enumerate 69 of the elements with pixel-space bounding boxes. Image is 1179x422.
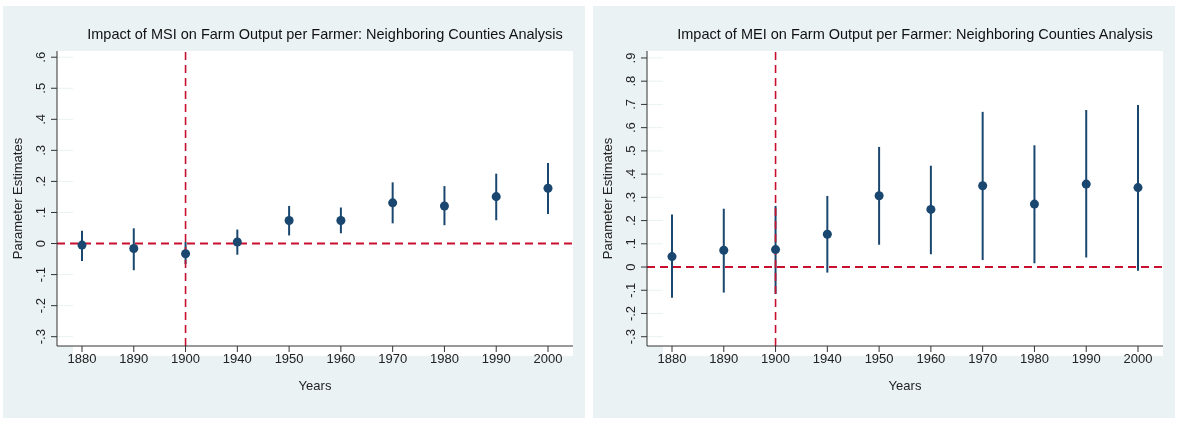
x-tick-label: 1990 [1071, 351, 1101, 367]
y-tick-label: .2 [33, 176, 48, 187]
point [719, 245, 729, 255]
x-tick-label: 1970 [378, 351, 408, 367]
x-tick-label: 1960 [916, 351, 946, 367]
point [822, 229, 832, 239]
point [926, 204, 936, 214]
y-tick-label: -.3 [33, 329, 48, 345]
point [77, 240, 87, 250]
point [978, 181, 988, 191]
x-axis-title: Years [298, 378, 332, 393]
point [491, 192, 501, 202]
chart-title: Impact of MEI on Farm Output per Farmer: Neighboring Counties Analysis [676, 26, 1154, 42]
y-tick-label: 0 [623, 263, 638, 271]
point [874, 191, 884, 201]
x-tick-label: 1880 [657, 351, 687, 367]
x-tick-label: 1970 [968, 351, 998, 367]
point [1081, 179, 1091, 189]
y-tick-label: .5 [33, 82, 48, 94]
x-tick-label: 2000 [1123, 351, 1153, 367]
x-tick-label: 1950 [864, 351, 894, 367]
y-tick-label: .3 [623, 191, 638, 203]
y-tick-label: -.2 [33, 298, 48, 314]
x-tick-label: 1880 [67, 351, 97, 367]
point [1029, 199, 1039, 209]
point [439, 201, 449, 211]
x-tick-label: 1900 [761, 351, 791, 367]
point [1133, 183, 1143, 193]
y-axis-title: Parameter Estimates [9, 137, 25, 260]
y-tick-label: -.3 [623, 329, 638, 345]
y-tick-label: -.1 [33, 266, 48, 283]
x-tick-label: 1990 [481, 351, 511, 367]
point [284, 216, 294, 226]
y-tick-label: .8 [623, 75, 638, 87]
y-tick-label: 0 [33, 239, 48, 248]
y-tick-label: .5 [623, 145, 638, 157]
point [181, 249, 191, 259]
y-tick-label: -.1 [623, 282, 638, 298]
y-tick-label: .2 [623, 215, 638, 226]
point [667, 252, 677, 262]
y-tick-label: .4 [623, 168, 638, 180]
x-tick-label: 1980 [429, 351, 459, 367]
point [771, 245, 781, 255]
x-tick-label: 1890 [119, 351, 149, 367]
y-tick-label: .4 [33, 113, 48, 125]
x-tick-label: 1890 [709, 351, 739, 367]
point [388, 198, 398, 208]
point [543, 183, 553, 193]
y-tick-label: -.2 [623, 305, 638, 322]
chart-title: Impact of MSI on Farm Output per Farmer: Neighboring Counties Analysis [86, 26, 564, 42]
y-tick-label: .1 [623, 238, 638, 250]
point [129, 243, 139, 253]
point [232, 237, 242, 247]
x-tick-label: 1900 [171, 351, 201, 367]
y-tick-label: .3 [33, 144, 48, 156]
x-tick-label: 1960 [326, 351, 356, 367]
y-tick-label: .9 [623, 52, 638, 64]
point [336, 216, 346, 226]
x-tick-label: 1950 [274, 351, 304, 367]
y-tick-label: .1 [33, 207, 48, 218]
x-axis-title: Years [888, 378, 922, 393]
x-tick-label: 1940 [222, 351, 252, 367]
x-tick-label: 2000 [533, 351, 563, 367]
y-tick-label: .7 [623, 99, 638, 110]
y-tick-label: .6 [623, 122, 638, 134]
x-tick-label: 1940 [812, 351, 842, 367]
y-axis-title: Parameter Estimates [599, 137, 615, 260]
y-tick-label: .6 [33, 51, 48, 63]
x-tick-label: 1980 [1019, 351, 1049, 367]
